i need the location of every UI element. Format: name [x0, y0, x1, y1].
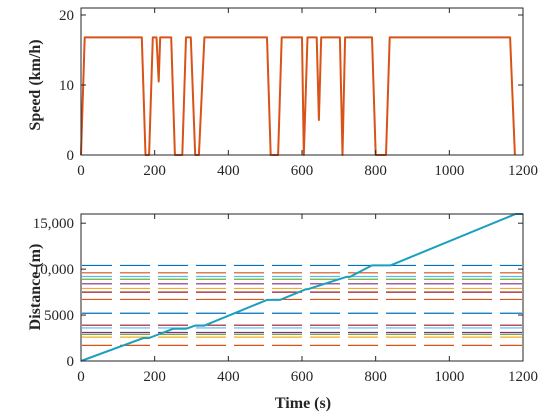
speed-plot-content [80, 36, 516, 156]
x-tick-label: 0 [77, 163, 85, 179]
x-tick-label: 1000 [434, 163, 464, 179]
distance-axis-ticks: 0 200 400 600 800 1000 1200 0 5000 10,000 15,000 [33, 214, 538, 385]
y-tick-label: 0 [67, 354, 75, 370]
y-tick-label: 0 [67, 148, 75, 164]
speed-y-axis-label: Speed (km/h) [27, 39, 44, 130]
y-tick-label: 20 [59, 8, 74, 24]
distance-plot-content [80, 213, 523, 362]
x-tick-label: 1200 [508, 163, 538, 179]
distance-trajectory-line [80, 213, 523, 362]
x-tick-label: 400 [217, 163, 240, 179]
speed-axis-ticks: 0 200 400 600 800 1000 1200 0 10 20 [59, 8, 538, 179]
y-tick-label: 15,000 [33, 216, 74, 232]
speed-chart: 0 200 400 600 800 1000 1200 0 10 20 Speed (km/h) [27, 7, 538, 179]
x-tick-label: 800 [364, 369, 387, 385]
x-tick-label: 600 [291, 369, 314, 385]
distance-y-axis-label: Distance (m) [27, 244, 44, 331]
x-tick-label: 400 [217, 369, 240, 385]
x-tick-label: 800 [364, 163, 387, 179]
x-tick-label: 600 [291, 163, 314, 179]
y-tick-label: 10 [59, 78, 74, 94]
y-tick-label: 10,000 [33, 262, 74, 278]
x-tick-label: 1200 [508, 369, 538, 385]
x-tick-label: 200 [143, 369, 166, 385]
x-tick-label: 0 [77, 369, 85, 385]
time-x-axis-label: Time (s) [275, 395, 331, 412]
distance-chart: 0 200 400 600 800 1000 1200 0 5000 10,000 15,000 D… [27, 213, 538, 412]
x-tick-label: 1000 [434, 369, 464, 385]
speed-series-line [80, 36, 516, 156]
x-tick-label: 200 [143, 163, 166, 179]
y-tick-label: 5000 [44, 308, 74, 324]
